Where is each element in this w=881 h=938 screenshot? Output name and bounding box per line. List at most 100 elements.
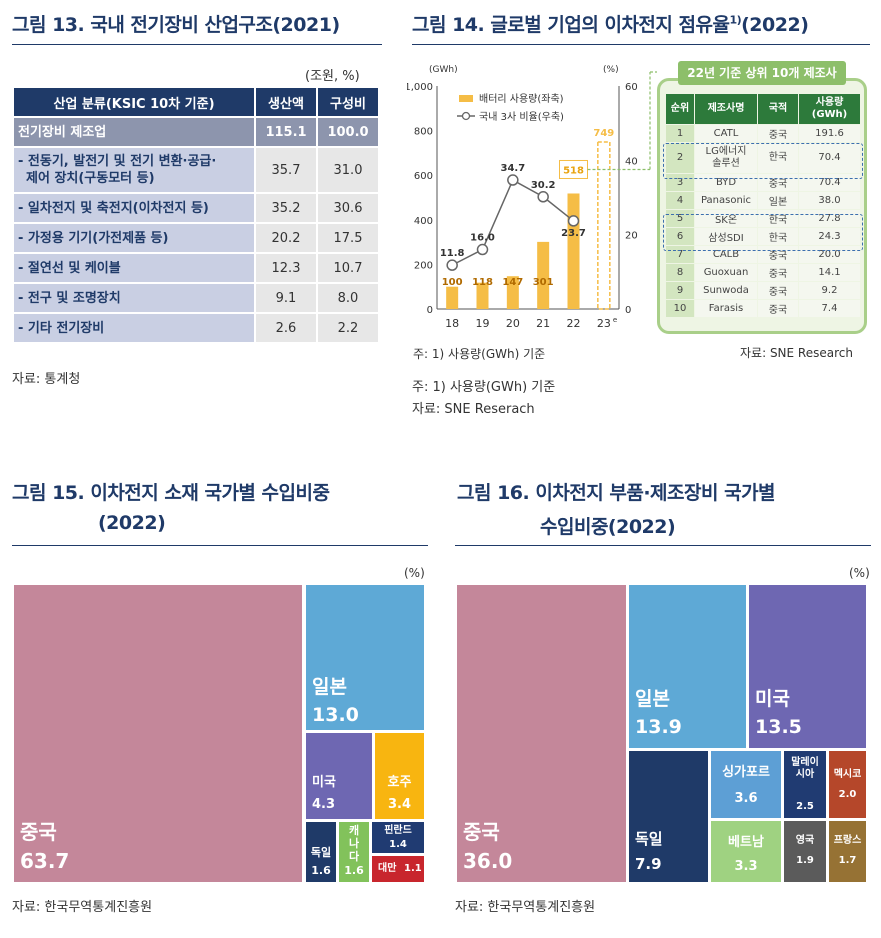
y2-axis-unit: (%)	[603, 65, 619, 75]
battery-usage-chart: 0 200 400 600 800 1,000 0 20 40 60 (GWh) (%) 100 118 1…	[407, 65, 657, 330]
manufacturer-name: Farasis	[708, 303, 744, 314]
fig14-title-sup: 1)	[729, 13, 742, 27]
treemap-cell-name: 말레이시아	[791, 757, 819, 780]
ratio-point	[476, 243, 489, 256]
usage-cell: 70.4	[799, 143, 860, 173]
top10-manufacturers-table: 순위 제조사명 국적 사용량 (GWh) 1 CATL 중국 191.6 2 LG에너지 솔…	[665, 93, 861, 318]
rank-col-name: 제조사명	[695, 94, 757, 124]
row-category: 전기장비 제조업	[14, 118, 254, 146]
nation-cell: 한국	[758, 143, 798, 173]
rank-header-row: 순위 제조사명 국적 사용량 (GWh)	[666, 94, 860, 124]
treemap-cell-value: 4.3	[312, 797, 336, 812]
usage-cell: 14.1	[799, 264, 860, 281]
row-category: - 전동기, 발전기 및 전기 변환·공급· 제어 장치(구동모터 등)	[14, 148, 254, 192]
treemap-cell-value: 1.7	[838, 855, 857, 866]
manufacturer-name-line2: 솔루션	[712, 158, 740, 169]
treemap-cell-name: 싱가포르	[722, 765, 770, 780]
header-category: 산업 분류(KSIC 10차 기준)	[14, 88, 254, 116]
bar	[597, 141, 611, 310]
fig14-title-main: 그림 14. 글로벌 기업의 이차전지 점유율	[412, 14, 730, 36]
fig14-note: 주: 1) 사용량(GWh) 기준	[412, 380, 556, 395]
row-category: - 일차전지 및 축전지(이차전지 등)	[14, 194, 254, 222]
y-tick-label: 600	[414, 171, 433, 182]
nation-cell: 중국	[758, 264, 798, 281]
usage-cell: 24.3	[799, 228, 860, 245]
row-share: 8.0	[318, 284, 378, 312]
rank-cell: 2	[666, 143, 694, 173]
fig16-source: 자료: 한국무역통계진흥원	[455, 900, 596, 915]
bar-value-label: 749	[593, 128, 614, 139]
row-share: 31.0	[318, 148, 378, 192]
treemap-cell-name: 미국	[755, 688, 790, 710]
ratio-value-label: 11.8	[440, 248, 465, 259]
x-tick-label: 22	[567, 317, 581, 330]
rank-row: 1 CATL 중국 191.6	[666, 125, 860, 142]
chart-inner-note: 주: 1) 사용량(GWh) 기준	[413, 347, 546, 361]
treemap-cell-value: 1.6	[344, 864, 364, 877]
rank-cell: 9	[666, 282, 694, 299]
nation-cell: 중국	[758, 125, 798, 142]
treemap-cell-value: 3.3	[734, 859, 758, 874]
fig14-title-year: (2022)	[741, 14, 809, 36]
treemap-cell-name: 미국	[312, 775, 336, 790]
ratio-line	[451, 178, 574, 266]
row-category: - 가정용 기기(가전제품 등)	[14, 224, 254, 252]
table-row: - 일차전지 및 축전지(이차전지 등) 35.2 30.6	[14, 194, 378, 222]
nation-cell: 중국	[758, 282, 798, 299]
treemap-cell: 프랑스 1.7	[829, 821, 866, 882]
treemap-cell-name: 중국	[463, 820, 500, 844]
rank-cell: 4	[666, 192, 694, 209]
manufacturer-cell: 삼성SDI	[695, 228, 757, 245]
rank-row: 2 LG에너지 솔루션 한국 70.4	[666, 143, 860, 173]
korea-highlight-box	[663, 143, 863, 179]
rank-col-rank: 순위	[666, 94, 694, 124]
rank-row: 6 삼성SDI 한국 24.3	[666, 228, 860, 245]
legend-line-label: 국내 3사 비율(우축)	[479, 111, 564, 123]
y2-tick-label: 20	[625, 231, 638, 242]
treemap-cell: 멕시코 2.0	[829, 751, 866, 818]
bar	[537, 241, 550, 309]
rank-col-usage: 사용량 (GWh)	[799, 94, 860, 124]
treemap-cell: 미국 13.5	[749, 585, 866, 748]
table-row: 전기장비 제조업 115.1 100.0	[14, 118, 378, 146]
row-production: 2.6	[256, 314, 316, 342]
fig15-title-line2: (2022)	[98, 512, 166, 534]
usage-cell: 38.0	[799, 192, 860, 209]
manufacturer-cell: Farasis	[695, 300, 757, 317]
rank-col-nation: 국적	[758, 94, 798, 124]
rank-cell: 8	[666, 264, 694, 281]
treemap-cell-name: 대만	[378, 863, 397, 874]
manufacturer-cell: LG에너지 솔루션	[695, 143, 757, 173]
manufacturer-name: Sunwoda	[703, 285, 749, 296]
forecast-mark: e	[613, 316, 617, 324]
treemap-cell-value: 1.9	[796, 855, 814, 866]
row-share: 2.2	[318, 314, 378, 342]
x-tick-label: 23	[597, 317, 611, 330]
ratio-point	[507, 174, 519, 186]
treemap-cell-value: 1.4	[389, 839, 407, 850]
x-tick-label: 19	[476, 317, 490, 330]
y-axis-unit: (GWh)	[429, 65, 458, 75]
usage-cell: 9.2	[799, 282, 860, 299]
row-share: 100.0	[318, 118, 378, 146]
industry-structure-table: 산업 분류(KSIC 10차 기준) 생산액 구성비 전기장비 제조업 115.…	[12, 86, 380, 344]
manufacturer-name: BYD	[715, 177, 737, 188]
y-tick-label: 1,000	[407, 82, 433, 93]
y-tick-label: 400	[414, 216, 433, 227]
manufacturer-name: Panasonic	[700, 195, 752, 206]
row-production: 12.3	[256, 254, 316, 282]
treemap-cell-name: 영국	[795, 835, 815, 846]
legend-bar-label: 배터리 사용량(좌축)	[479, 93, 564, 105]
fig14-title: 그림 14. 글로벌 기업의 이차전지 점유율1)(2022)	[412, 10, 809, 37]
header-production: 생산액	[256, 88, 316, 116]
table-row: - 절연선 및 케이블 12.3 10.7	[14, 254, 378, 282]
y2-tick-label: 60	[625, 82, 638, 93]
manufacturer-name: Guoxuan	[703, 267, 749, 278]
fig16-title-line1: 그림 16. 이차전지 부품·제조장비 국가별	[457, 482, 776, 504]
fig14-rule	[412, 44, 870, 45]
fig16-unit: (%)	[849, 566, 870, 580]
bar	[446, 286, 459, 309]
table-row: - 기타 전기장비 2.6 2.2	[14, 314, 378, 342]
rank-row: 10 Farasis 중국 7.4	[666, 300, 860, 317]
nation-cell: 중국	[758, 300, 798, 317]
